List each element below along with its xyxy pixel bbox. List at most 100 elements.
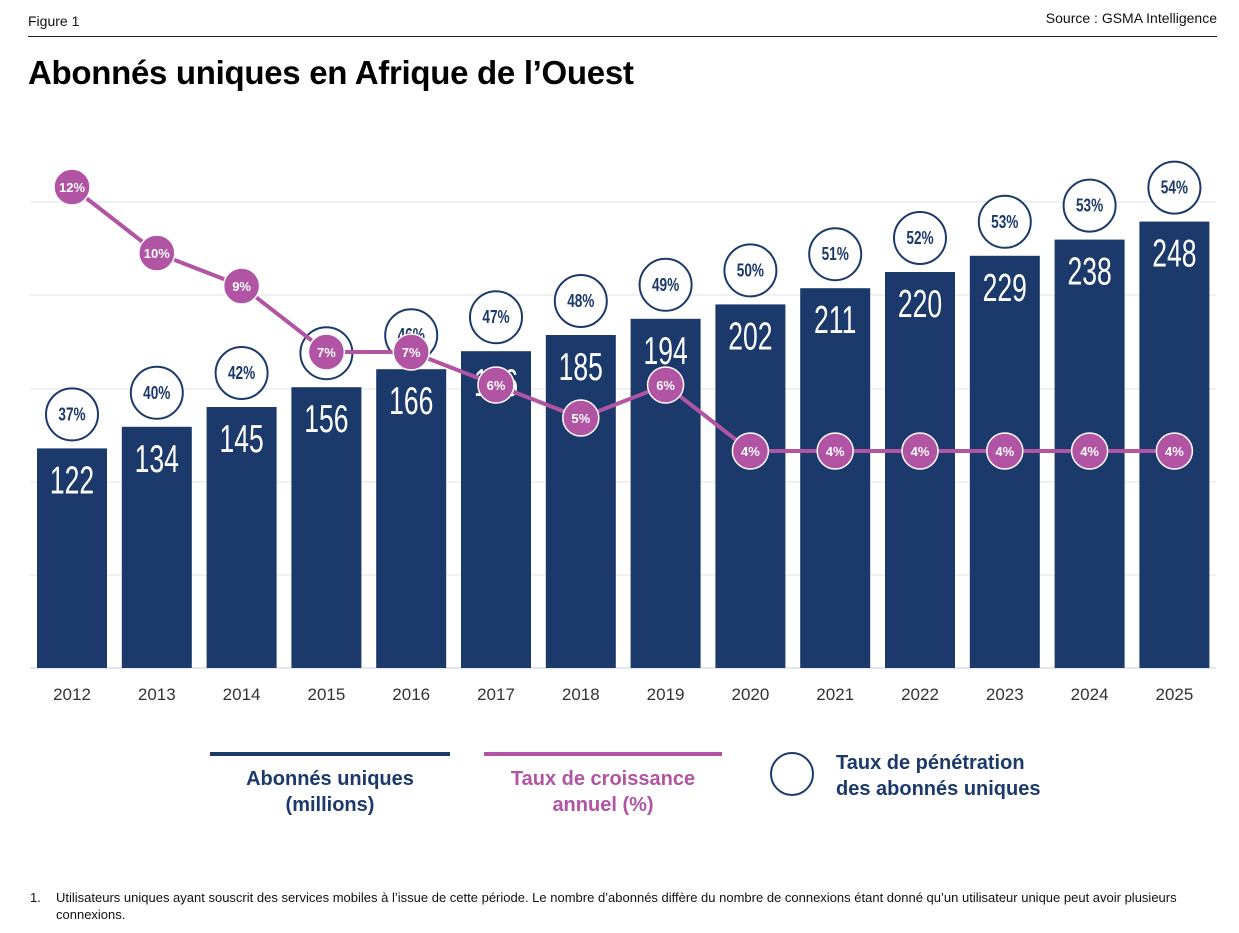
x-tick-label-2017: 2017 <box>477 685 515 704</box>
header-divider <box>28 36 1217 37</box>
legend-bars: Abonnés uniques (millions) <box>210 752 450 818</box>
penetration-circle-2017 <box>469 290 523 345</box>
bar-value-label-2014: 145 <box>219 418 263 461</box>
penetration-label-2025: 54% <box>1161 178 1189 199</box>
growth-label-2013: 10% <box>144 246 170 261</box>
penetration-circle-2021 <box>808 227 863 282</box>
growth-point-2025 <box>1155 432 1194 470</box>
growth-label-2019: 6% <box>656 378 675 393</box>
penetration-circle-2022 <box>893 211 947 265</box>
growth-label-2022: 4% <box>911 444 930 459</box>
bar-value-label-2013: 134 <box>135 438 179 481</box>
growth-label-2025: 4% <box>1165 444 1184 459</box>
legend-bars-swatch <box>210 752 450 756</box>
growth-label-2014: 9% <box>232 279 251 294</box>
penetration-label-2018: 48% <box>567 291 595 312</box>
bar-2022 <box>885 272 955 668</box>
legend-penetration-label-2: des abonnés uniques <box>836 778 1041 800</box>
footnote-number: 1. <box>30 890 41 905</box>
legend-penetration-circle-icon <box>770 752 814 796</box>
bar-2020 <box>715 304 786 668</box>
growth-label-2015: 7% <box>317 345 336 360</box>
bar-value-label-2016: 166 <box>389 380 433 423</box>
bar-2016 <box>376 369 447 668</box>
penetration-label-2013: 40% <box>143 383 171 404</box>
bar-2021 <box>800 288 871 668</box>
chart: 1221341451561661761851942022112202292382… <box>30 160 1216 704</box>
penetration-circle-2024 <box>1062 178 1117 233</box>
growth-label-2012: 12% <box>59 180 85 195</box>
growth-label-2021: 4% <box>826 444 845 459</box>
x-tick-label-2014: 2014 <box>223 685 261 704</box>
bar-2014 <box>206 407 277 668</box>
bar-value-label-2015: 156 <box>304 398 348 441</box>
bar-2017 <box>461 351 531 668</box>
x-tick-label-2022: 2022 <box>901 685 939 704</box>
penetration-label-2012: 37% <box>58 404 86 425</box>
x-tick-label-2023: 2023 <box>986 685 1024 704</box>
legend-penetration-label-1: Taux de pénétration <box>836 752 1025 774</box>
growth-point-2018 <box>562 399 600 437</box>
penetration-circle-2014 <box>214 346 269 400</box>
x-tick-label-2015: 2015 <box>307 685 345 704</box>
growth-label-2016: 7% <box>402 345 421 360</box>
penetration-circle-2013 <box>129 365 184 420</box>
growth-point-2012 <box>53 168 91 206</box>
growth-label-2020: 4% <box>741 444 760 459</box>
x-tick-label-2020: 2020 <box>731 685 769 704</box>
penetration-label-2024: 53% <box>1076 196 1104 217</box>
penetration-circle-2019 <box>638 257 693 312</box>
bar-2013 <box>121 426 192 668</box>
penetration-label-2023: 53% <box>991 212 1019 233</box>
penetration-circle-2020 <box>723 243 778 298</box>
x-tick-label-2013: 2013 <box>138 685 176 704</box>
growth-point-2023 <box>986 432 1024 470</box>
x-tick-label-2016: 2016 <box>392 685 430 704</box>
bar-value-label-2012: 122 <box>50 459 94 502</box>
growth-point-2014 <box>222 267 261 305</box>
penetration-label-2017: 47% <box>482 307 510 328</box>
growth-point-2016 <box>392 333 430 371</box>
bar-value-label-2025: 248 <box>1152 233 1196 276</box>
x-tick-label-2012: 2012 <box>53 685 91 704</box>
source-label: Source : GSMA Intelligence <box>1045 10 1217 26</box>
bar-value-label-2020: 202 <box>728 315 772 358</box>
growth-point-2013 <box>138 234 176 272</box>
x-tick-label-2024: 2024 <box>1071 685 1109 704</box>
footnote-text: Utilisateurs uniques ayant souscrit des … <box>56 890 1177 922</box>
penetration-circle-2025 <box>1147 160 1202 215</box>
penetration-circle-2023 <box>977 194 1032 249</box>
bar-2012 <box>37 448 107 668</box>
penetration-label-2021: 51% <box>822 244 850 265</box>
growth-point-2019 <box>646 366 685 404</box>
x-tick-label-2019: 2019 <box>647 685 685 704</box>
figure-label: Figure 1 <box>28 13 80 29</box>
bar-value-label-2021: 211 <box>814 299 856 342</box>
legend-growth-label-1: Taux de croissance <box>510 768 696 790</box>
growth-point-2015 <box>307 333 346 371</box>
x-tick-label-2021: 2021 <box>816 685 854 704</box>
bar-value-label-2018: 185 <box>559 346 603 389</box>
growth-label-2018: 5% <box>571 411 590 426</box>
penetration-label-2022: 52% <box>906 228 934 249</box>
legend-bars-label-1: Abonnés uniques <box>246 768 414 790</box>
growth-point-2020 <box>731 432 770 470</box>
growth-point-2017 <box>477 366 515 404</box>
bar-value-label-2022: 220 <box>898 283 942 326</box>
legend-penetration: Taux de pénétration des abonnés uniques <box>836 750 1040 802</box>
penetration-circle-2018 <box>553 274 608 328</box>
bar-2015 <box>291 387 362 668</box>
penetration-label-2020: 50% <box>737 260 765 281</box>
growth-point-2024 <box>1070 432 1109 470</box>
penetration-label-2014: 42% <box>228 363 256 384</box>
growth-label-2024: 4% <box>1080 444 1099 459</box>
growth-point-2022 <box>901 432 939 470</box>
legend-growth-swatch <box>484 752 722 756</box>
chart-title: Abonnés uniques en Afrique de l’Ouest <box>28 54 634 91</box>
x-tick-label-2025: 2025 <box>1155 685 1193 704</box>
penetration-label-2019: 49% <box>652 275 680 296</box>
growth-label-2017: 6% <box>487 378 506 393</box>
bar-value-label-2023: 229 <box>983 267 1027 310</box>
growth-point-2021 <box>816 432 854 470</box>
bar-value-label-2019: 194 <box>643 330 687 373</box>
